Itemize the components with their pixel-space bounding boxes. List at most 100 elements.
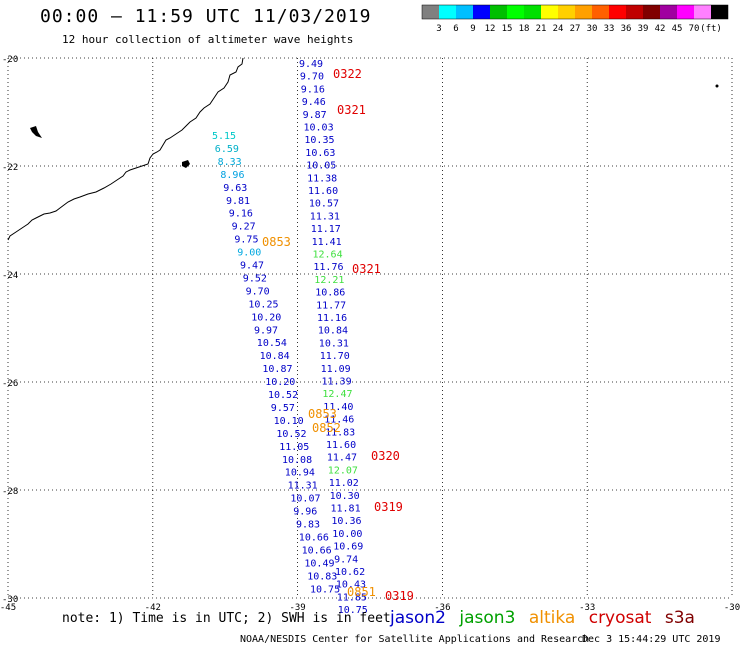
lat-tick-label: -24 xyxy=(2,271,18,281)
wave-height-label: 11.85 xyxy=(337,592,367,603)
wave-height-label: 10.94 xyxy=(285,468,315,479)
wave-height-label: 10.69 xyxy=(333,542,363,553)
pass-time-label: 0852 xyxy=(312,421,341,435)
wave-height-label: 10.10 xyxy=(274,416,304,427)
lat-tick-label: -28 xyxy=(2,487,18,497)
wave-height-label: 10.52 xyxy=(276,429,306,440)
wave-height-label: 10.84 xyxy=(318,326,348,337)
wave-height-label: 10.83 xyxy=(307,571,337,582)
colorbar-label: 18 xyxy=(519,24,530,34)
wave-height-label: 10.62 xyxy=(335,567,365,578)
wave-height-label: 10.66 xyxy=(299,532,329,543)
wave-height-label: 10.57 xyxy=(309,199,339,210)
wave-height-label: 10.75 xyxy=(338,605,368,616)
wave-height-label: 9.16 xyxy=(229,209,253,220)
wave-height-label: 9.49 xyxy=(299,59,323,70)
lat-tick-label: -20 xyxy=(2,55,18,65)
wave-height-label: 10.86 xyxy=(315,288,345,299)
colorbar-swatch xyxy=(473,5,490,19)
wave-height-label: 11.60 xyxy=(308,186,338,197)
wave-height-label: 5.15 xyxy=(212,131,236,142)
wave-height-label: 9.83 xyxy=(296,520,320,531)
wave-height-label: 9.70 xyxy=(246,286,270,297)
wave-height-label: 9.96 xyxy=(293,507,317,518)
wave-height-label: 10.66 xyxy=(302,545,332,556)
lon-tick-label: -30 xyxy=(724,603,740,613)
wave-height-label: 10.20 xyxy=(265,377,295,388)
colorbar-swatch xyxy=(439,5,456,19)
lat-tick-label: -26 xyxy=(2,379,18,389)
wave-height-label: 9.57 xyxy=(271,403,295,414)
satellite-legend: jason2 jason3 altika cryosat s3a xyxy=(390,608,703,628)
island-dot xyxy=(715,84,719,88)
colorbar-swatch xyxy=(592,5,609,19)
colorbar-swatch xyxy=(626,5,643,19)
colorbar-swatch xyxy=(711,5,728,19)
colorbar-swatch xyxy=(643,5,660,19)
colorbar-swatch xyxy=(660,5,677,19)
colorbar: 3 6 9 12 15 18 21 24 27 30 33 36 39 42 45 70 (ft) xyxy=(421,4,729,34)
page-subtitle: 12 hour collection of altimeter wave hei… xyxy=(62,33,354,46)
footer-credit: NOAA/NESDIS Center for Satellite Applica… xyxy=(240,634,590,645)
pass-time-label: 0321 xyxy=(337,103,366,117)
wave-height-label: 10.30 xyxy=(330,491,360,502)
legend-jason2: jason2 xyxy=(390,608,446,628)
colorbar-label: 42 xyxy=(655,24,666,34)
colorbar-label: 3 xyxy=(436,24,441,34)
wave-height-label: 10.84 xyxy=(260,351,290,362)
wave-height-label: 9.75 xyxy=(234,235,258,246)
wave-height-label: 10.25 xyxy=(248,299,278,310)
lon-tick-label: -45 xyxy=(0,603,16,613)
wave-height-label: 11.02 xyxy=(329,478,359,489)
wave-height-label: 9.00 xyxy=(237,248,261,259)
wave-height-label: 9.16 xyxy=(301,84,325,95)
colorbar-label: 36 xyxy=(621,24,632,34)
colorbar-label: 9 xyxy=(470,24,475,34)
pass-time-label: 0320 xyxy=(371,449,400,463)
wave-height-label: 10.75 xyxy=(310,584,340,595)
colorbar-swatch xyxy=(558,5,575,19)
colorbar-swatch xyxy=(422,5,439,19)
wave-height-label: 10.87 xyxy=(262,364,292,375)
wave-height-label: 9.87 xyxy=(303,110,327,121)
wave-height-label: 9.52 xyxy=(243,273,267,284)
colorbar-label: 6 xyxy=(453,24,458,34)
lat-tick-label: -22 xyxy=(2,163,18,173)
wave-height-label: 11.46 xyxy=(324,415,354,426)
colorbar-label: 33 xyxy=(604,24,615,34)
colorbar-swatch xyxy=(694,5,711,19)
wave-height-label: 11.17 xyxy=(311,224,341,235)
wave-height-label: 10.49 xyxy=(304,558,334,569)
wave-height-label: 11.39 xyxy=(322,377,352,388)
colorbar-label: 27 xyxy=(570,24,581,34)
left-track: 5.15 6.59 8.33 8.96 9.63 9.81 9.16 9.27 9.75 9.00… xyxy=(212,131,340,595)
wave-height-label: 10.31 xyxy=(319,338,349,349)
wave-height-label: 8.96 xyxy=(220,170,244,181)
wave-height-label: 11.83 xyxy=(325,427,355,438)
wave-height-label: 12.64 xyxy=(313,250,343,261)
coastline xyxy=(7,57,244,241)
wave-height-label: 10.08 xyxy=(282,455,312,466)
wave-height-label: 10.52 xyxy=(268,390,298,401)
colorbar-label: (ft) xyxy=(700,24,722,34)
wave-height-label: 11.77 xyxy=(316,300,346,311)
wave-height-label: 9.74 xyxy=(334,554,358,565)
wave-height-label: 11.47 xyxy=(327,453,357,464)
wave-height-label: 11.41 xyxy=(312,237,342,248)
wave-height-label: 12.07 xyxy=(328,465,358,476)
wave-height-label: 11.31 xyxy=(288,481,318,492)
wave-height-label: 9.27 xyxy=(232,222,256,233)
wave-height-label: 9.63 xyxy=(223,183,247,194)
wave-height-label: 11.05 xyxy=(279,442,309,453)
wave-height-label: 9.47 xyxy=(240,261,264,272)
colorbar-label: 70 xyxy=(689,24,700,34)
wave-height-label: 9.81 xyxy=(226,196,250,207)
pass-time-label: 0853 xyxy=(262,235,291,249)
island xyxy=(182,160,190,168)
footer-note: note: 1) Time is in UTC; 2) SWH is in fe… xyxy=(62,611,391,626)
wave-height-label: 12.21 xyxy=(314,275,344,286)
legend-s3a: s3a xyxy=(664,608,695,628)
